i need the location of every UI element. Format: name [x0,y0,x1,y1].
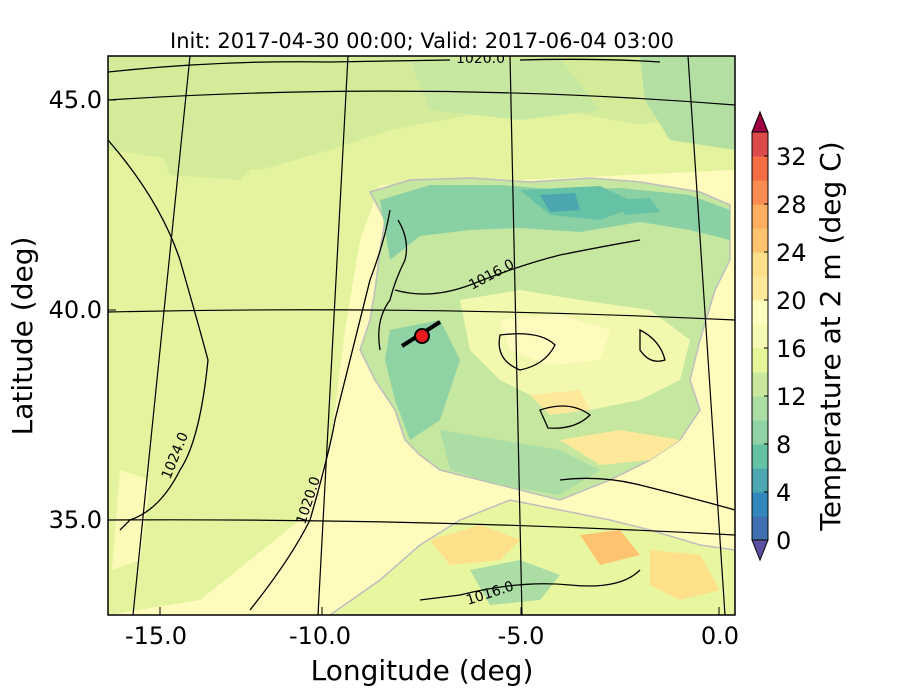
colorbar-tick-label: 28 [776,191,807,219]
x-tick-label: -10.0 [289,622,351,650]
colorbar-top-arrow [751,110,769,133]
colorbar-frame [751,131,769,541]
graticule [108,56,735,615]
colorbar-band [752,300,768,325]
colorbar-tick-label: 12 [776,383,807,411]
colorbar-band [752,516,768,541]
colorbar-tick-label: 0 [776,527,791,555]
colorbar-tick-label: 16 [776,335,807,363]
colorbar-ticks: 0 4 8 12 16 20 24 28 32 [764,143,807,555]
colorbar-bottom-arrow [751,539,769,562]
y-tick-label: 40.0 [49,296,102,324]
colorbar-band [752,132,768,157]
colorbar-band [752,276,768,301]
colorbar-label: Temperature at 2 m (deg C) [814,141,847,531]
x-axis: -15.0 -10.0 -5.0 0.0 Longitude (deg) [125,607,739,687]
y-tick-label: 35.0 [49,506,102,534]
colorbar-band [752,180,768,205]
map-title: Init: 2017-04-30 00:00; Valid: 2017-06-0… [170,29,674,53]
x-tick-label: 0.0 [701,622,739,650]
isobar-label: 1020.0 [456,51,505,67]
map-frame [107,55,736,616]
map-area: 1020.0 1016.0 1024.0 1020.0 1016.0 [108,51,735,615]
x-tick-label: -15.0 [125,622,187,650]
colorbar-band [752,396,768,421]
x-axis-label: Longitude (deg) [311,654,534,687]
colorbar-band [752,372,768,397]
colorbar-band [752,204,768,229]
colorbar-tick-label: 20 [776,287,807,315]
colorbar-band [752,324,768,349]
colorbar-tick-label: 8 [776,431,791,459]
colorbar-band [752,468,768,493]
colorbar-band [752,444,768,469]
colorbar-tick-label: 4 [776,479,791,507]
north-africa-landmass [328,499,735,615]
x-tick-label: -5.0 [498,622,545,650]
isobars [108,58,735,611]
colorbar-tick-label: 24 [776,239,807,267]
colorbar-band [752,348,768,373]
colorbar-band [752,420,768,445]
marker-dot [414,328,430,344]
colorbar-tick-label: 32 [776,143,807,171]
location-marker [400,320,442,348]
y-axis: 45.0 40.0 35.0 Latitude (deg) [6,86,116,534]
y-tick-label: 45.0 [49,86,102,114]
colorbar-band [752,228,768,253]
colorbar-band [752,252,768,277]
ocean-cool-zone [108,56,735,615]
y-axis-label: Latitude (deg) [6,237,39,436]
colorbar-band [752,156,768,181]
colorbar-bands [752,132,768,541]
colorbar-band [752,492,768,517]
colorbar: 0 4 8 12 16 20 24 28 32 Temperature at 2 m (deg … [751,110,847,562]
